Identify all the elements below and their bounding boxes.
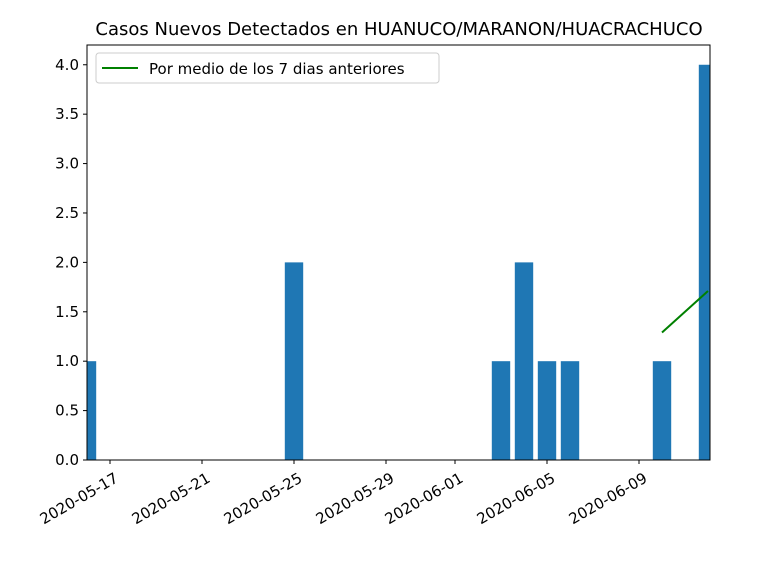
x-tick-label: 2020-05-25 — [221, 469, 306, 528]
bar-2020-06-05 — [537, 361, 557, 460]
x-tick-label: 2020-05-21 — [129, 469, 214, 528]
x-tick-label: 2020-05-17 — [37, 469, 122, 528]
x-axis: 2020-05-17 2020-05-21 2020-05-25 2020-05-29… — [37, 460, 651, 528]
x-tick-label: 2020-06-01 — [382, 469, 467, 528]
bar-2020-06-04 — [514, 262, 534, 460]
x-tick-label: 2020-06-05 — [474, 469, 559, 528]
y-tick-label: 1.0 — [55, 352, 79, 370]
bar-2020-05-25 — [284, 262, 304, 460]
bar-2020-06-06 — [560, 361, 580, 460]
bars-layer — [87, 64, 710, 460]
y-tick-label: 3.5 — [55, 105, 79, 123]
bar-2020-06-03 — [491, 361, 511, 460]
chart-title: Casos Nuevos Detectados en HUANUCO/MARAN… — [95, 19, 702, 40]
bar-2020-05-16 — [87, 361, 97, 460]
y-tick-label: 2.0 — [55, 253, 79, 271]
series-line-0 — [661, 290, 709, 334]
bar-2020-06-10 — [652, 361, 672, 460]
y-tick-label: 0.5 — [55, 402, 79, 420]
legend-label: Por medio de los 7 dias anteriores — [149, 60, 405, 78]
y-tick-label: 0.0 — [55, 451, 79, 469]
y-tick-label: 4.0 — [55, 56, 79, 74]
plot-frame — [86, 44, 711, 461]
legend-box — [95, 52, 440, 84]
lines-layer — [661, 290, 709, 334]
y-tick-label: 3.0 — [55, 155, 79, 173]
y-tick-label: 2.5 — [55, 204, 79, 222]
y-tick-label: 1.5 — [55, 303, 79, 321]
bar-2020-06-12 — [698, 64, 710, 460]
y-axis: 0.0 0.5 1.0 1.5 2.0 2.5 3.0 3.5 4.0 — [55, 56, 87, 469]
x-tick-label: 2020-06-09 — [566, 469, 651, 528]
legend: Por medio de los 7 dias anteriores — [95, 52, 440, 84]
